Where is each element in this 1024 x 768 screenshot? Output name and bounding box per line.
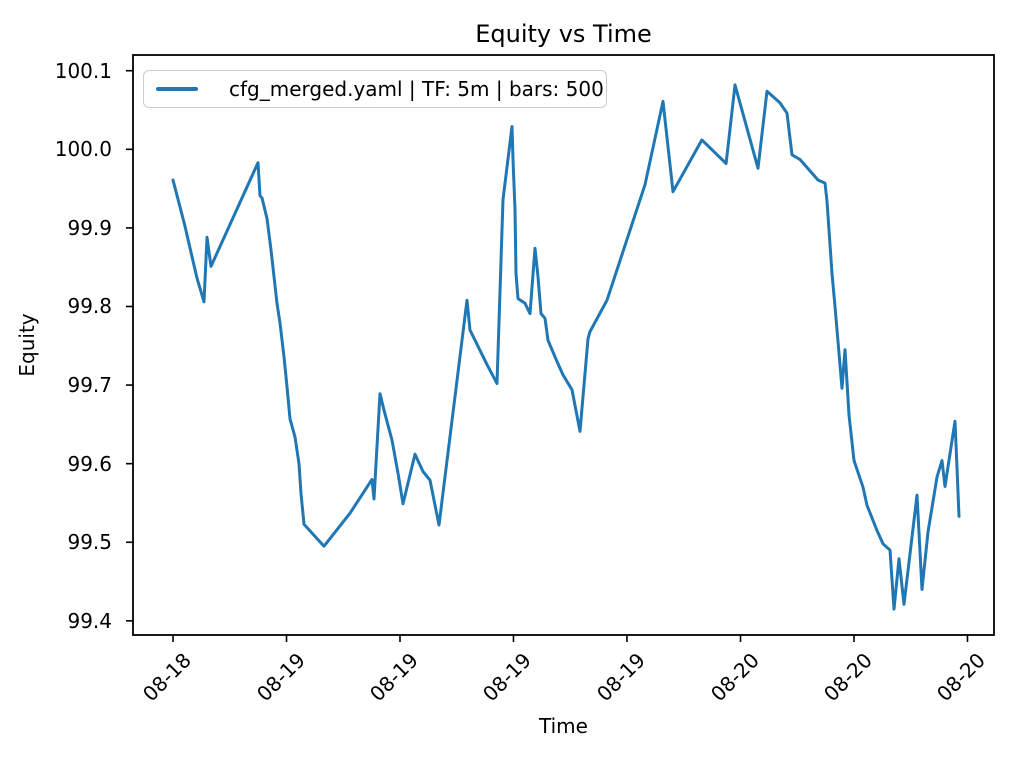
y-tick-label: 100.1 xyxy=(54,58,112,83)
legend-label: cfg_merged.yaml | TF: 5m | bars: 500 xyxy=(229,77,604,101)
y-tick-label: 99.6 xyxy=(67,451,112,476)
y-tick-label: 99.8 xyxy=(67,294,112,319)
y-tick-label: 99.9 xyxy=(67,215,112,240)
plot-border xyxy=(132,54,995,636)
x-axis-label: Time xyxy=(539,714,588,738)
chart-title: Equity vs Time xyxy=(475,20,652,48)
equity-line xyxy=(171,83,961,611)
y-axis-label: Equity xyxy=(15,313,39,377)
y-tick-label: 99.5 xyxy=(67,530,112,555)
y-tick-label: 99.4 xyxy=(67,608,112,633)
legend: cfg_merged.yaml | TF: 5m | bars: 500 xyxy=(143,70,607,108)
y-tick-label: 99.7 xyxy=(67,373,112,398)
legend-line-sample xyxy=(156,87,198,91)
y-tick-label: 100.0 xyxy=(54,137,112,162)
